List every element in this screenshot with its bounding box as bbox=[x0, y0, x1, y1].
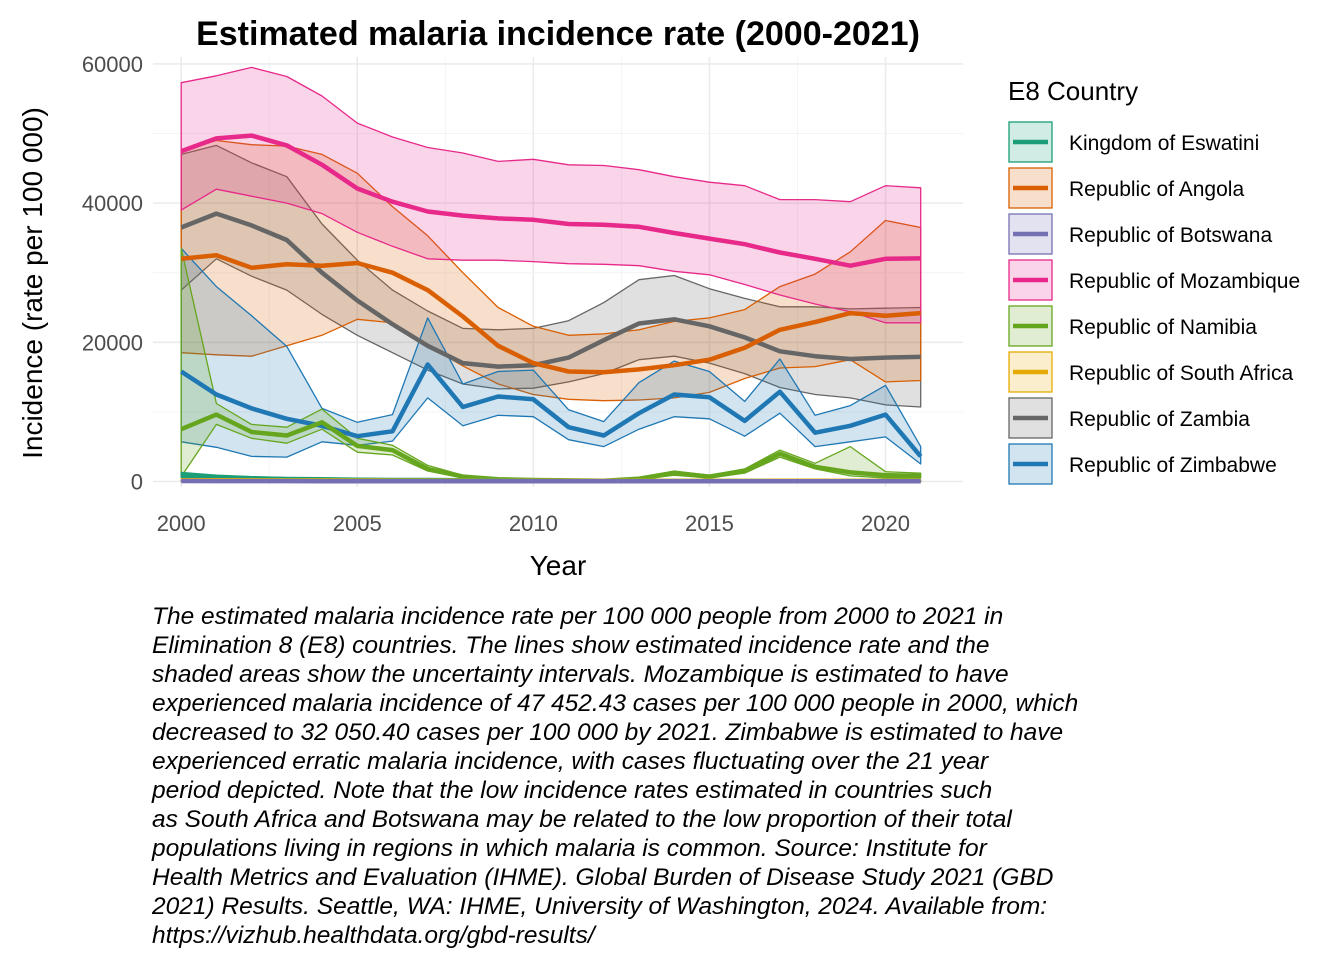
line-republic-of-angola bbox=[180, 253, 921, 375]
legend-label: Kingdom of Eswatini bbox=[1069, 132, 1259, 155]
legend-title: E8 Country bbox=[1008, 76, 1138, 106]
legend-item: Republic of Mozambique bbox=[1008, 259, 1300, 301]
legend-label: Republic of Zambia bbox=[1069, 408, 1250, 431]
legend-item: Republic of Zambia bbox=[1008, 397, 1250, 439]
legend-item: Republic of South Africa bbox=[1008, 351, 1293, 393]
x-tick-label: 2020 bbox=[861, 511, 910, 536]
ribbon-republic-of-zimbabwe bbox=[180, 247, 922, 465]
chart: Estimated malaria incidence rate (2000-2… bbox=[17, 15, 1300, 581]
chart-title: Estimated malaria incidence rate (2000-2… bbox=[196, 15, 920, 53]
figure-caption: The estimated malaria incidence rate per… bbox=[152, 603, 1079, 949]
legend-label: Republic of Angola bbox=[1069, 178, 1244, 201]
x-axis-title: Year bbox=[530, 550, 587, 581]
y-axis-title: Incidence (rate per 100 000) bbox=[17, 107, 48, 459]
ribbon-republic-of-zambia bbox=[180, 144, 922, 408]
legend-item: Republic of Zimbabwe bbox=[1008, 443, 1277, 485]
legend-item: Republic of Botswana bbox=[1008, 213, 1272, 255]
y-tick-label: 0 bbox=[131, 469, 143, 494]
y-tick-label: 60000 bbox=[82, 52, 143, 77]
legend-item: Republic of Namibia bbox=[1008, 305, 1257, 347]
x-tick-label: 2015 bbox=[685, 511, 734, 536]
x-tick-label: 2005 bbox=[333, 511, 382, 536]
legend-label: Republic of Zimbabwe bbox=[1069, 454, 1277, 477]
y-tick-label: 20000 bbox=[82, 330, 143, 355]
x-tick-label: 2010 bbox=[509, 511, 558, 536]
x-tick-label: 2000 bbox=[157, 511, 206, 536]
legend-item: Republic of Angola bbox=[1008, 167, 1244, 209]
line-republic-of-mozambique bbox=[180, 133, 921, 268]
line-republic-of-zimbabwe bbox=[179, 362, 923, 458]
legend-label: Republic of Mozambique bbox=[1069, 270, 1300, 293]
legend-label: Republic of South Africa bbox=[1069, 362, 1293, 385]
legend: E8 Country Kingdom of Eswatini Republic o… bbox=[1008, 76, 1300, 485]
ribbon-republic-of-namibia bbox=[180, 247, 922, 482]
series-lines bbox=[179, 133, 923, 484]
ribbon-republic-of-mozambique bbox=[180, 66, 922, 324]
y-tick-label: 40000 bbox=[82, 191, 143, 216]
legend-item: Kingdom of Eswatini bbox=[1008, 121, 1259, 163]
legend-label: Republic of Namibia bbox=[1069, 316, 1257, 339]
line-republic-of-zambia bbox=[180, 211, 921, 369]
axis-ticks: 2000 2005 2010 2015 2020 0 20000 40000 60000 bbox=[82, 52, 910, 536]
legend-label: Republic of Botswana bbox=[1069, 224, 1272, 247]
